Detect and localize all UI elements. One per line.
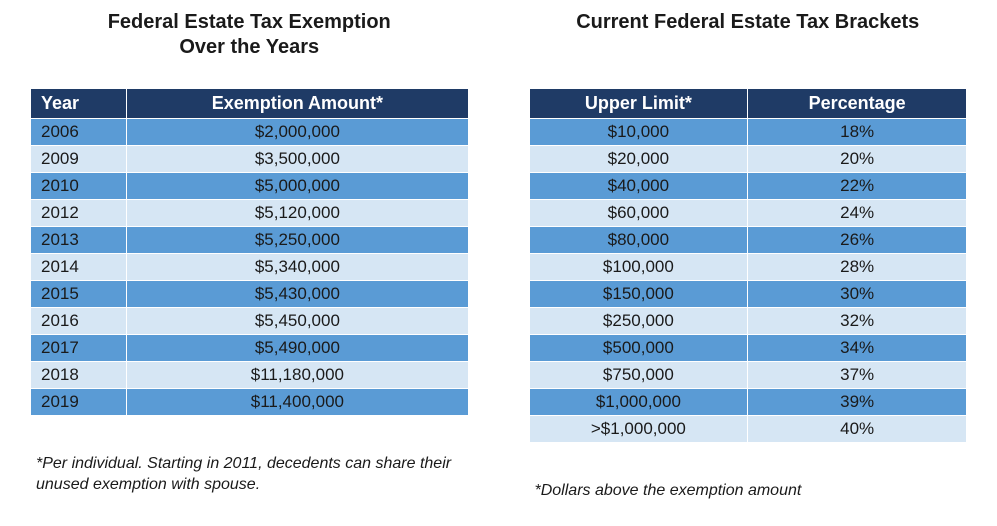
table-row: 2018$11,180,000 [31,362,469,389]
table-row: $100,00028% [529,254,967,281]
cell-year: 2006 [31,119,127,146]
cell-percentage: 26% [748,227,967,254]
table-row: 2019$11,400,000 [31,389,469,416]
cell-upper-limit: $750,000 [529,362,748,389]
brackets-table-body: $10,00018%$20,00020%$40,00022%$60,00024%… [529,119,967,443]
cell-year: 2010 [31,173,127,200]
cell-year: 2015 [31,281,127,308]
exemption-table-body: 2006$2,000,0002009$3,500,0002010$5,000,0… [31,119,469,416]
cell-percentage: 24% [748,200,967,227]
table-row: $10,00018% [529,119,967,146]
cell-amount: $5,250,000 [127,227,468,254]
cell-upper-limit: $20,000 [529,146,748,173]
brackets-table: Upper Limit* Percentage $10,00018%$20,00… [529,88,968,443]
cell-percentage: 34% [748,335,967,362]
cell-year: 2016 [31,308,127,335]
cell-percentage: 37% [748,362,967,389]
cell-upper-limit: $100,000 [529,254,748,281]
cell-percentage: 30% [748,281,967,308]
cell-upper-limit: $80,000 [529,227,748,254]
exemption-table: Year Exemption Amount* 2006$2,000,000200… [30,88,469,416]
table-row: 2010$5,000,000 [31,173,469,200]
right-title: Current Federal Estate Tax Brackets [529,10,968,60]
cell-amount: $5,490,000 [127,335,468,362]
table-row: $150,00030% [529,281,967,308]
cell-upper-limit: $60,000 [529,200,748,227]
cell-year: 2013 [31,227,127,254]
table-row: $500,00034% [529,335,967,362]
table-header-row: Year Exemption Amount* [31,89,469,119]
table-row: $250,00032% [529,308,967,335]
cell-upper-limit: $250,000 [529,308,748,335]
cell-year: 2014 [31,254,127,281]
table-header-row: Upper Limit* Percentage [529,89,967,119]
table-row: 2015$5,430,000 [31,281,469,308]
cell-upper-limit: $500,000 [529,335,748,362]
table-row: 2009$3,500,000 [31,146,469,173]
table-row: $40,00022% [529,173,967,200]
cell-upper-limit: $150,000 [529,281,748,308]
cell-percentage: 32% [748,308,967,335]
table-row: >$1,000,00040% [529,416,967,443]
table-row: 2016$5,450,000 [31,308,469,335]
left-panel: Federal Estate Tax ExemptionOver the Yea… [30,10,469,496]
cell-percentage: 20% [748,146,967,173]
table-row: 2014$5,340,000 [31,254,469,281]
table-row: $1,000,00039% [529,389,967,416]
cell-upper-limit: $40,000 [529,173,748,200]
table-row: 2006$2,000,000 [31,119,469,146]
cell-percentage: 18% [748,119,967,146]
right-panel: Current Federal Estate Tax Brackets Uppe… [529,10,968,502]
cell-amount: $5,120,000 [127,200,468,227]
cell-year: 2009 [31,146,127,173]
cell-amount: $5,450,000 [127,308,468,335]
cell-amount: $2,000,000 [127,119,468,146]
cell-percentage: 39% [748,389,967,416]
cell-upper-limit: $1,000,000 [529,389,748,416]
cell-year: 2019 [31,389,127,416]
table-row: $750,00037% [529,362,967,389]
cell-amount: $5,430,000 [127,281,468,308]
table-row: 2013$5,250,000 [31,227,469,254]
cell-amount: $11,180,000 [127,362,468,389]
left-footnote: *Per individual. Starting in 2011, deced… [30,454,469,496]
cell-amount: $5,000,000 [127,173,468,200]
cell-upper-limit: $10,000 [529,119,748,146]
cell-percentage: 22% [748,173,967,200]
table-row: $60,00024% [529,200,967,227]
two-panel-container: Federal Estate Tax ExemptionOver the Yea… [30,10,967,502]
cell-amount: $3,500,000 [127,146,468,173]
cell-amount: $5,340,000 [127,254,468,281]
cell-year: 2018 [31,362,127,389]
table-row: 2012$5,120,000 [31,200,469,227]
table-row: $20,00020% [529,146,967,173]
col-header-percentage: Percentage [748,89,967,119]
col-header-year: Year [31,89,127,119]
cell-percentage: 28% [748,254,967,281]
right-footnote: *Dollars above the exemption amount [529,481,968,502]
col-header-amount: Exemption Amount* [127,89,468,119]
cell-year: 2017 [31,335,127,362]
cell-year: 2012 [31,200,127,227]
left-title: Federal Estate Tax ExemptionOver the Yea… [30,10,469,60]
col-header-limit: Upper Limit* [529,89,748,119]
cell-percentage: 40% [748,416,967,443]
cell-amount: $11,400,000 [127,389,468,416]
table-row: 2017$5,490,000 [31,335,469,362]
table-row: $80,00026% [529,227,967,254]
cell-upper-limit: >$1,000,000 [529,416,748,443]
